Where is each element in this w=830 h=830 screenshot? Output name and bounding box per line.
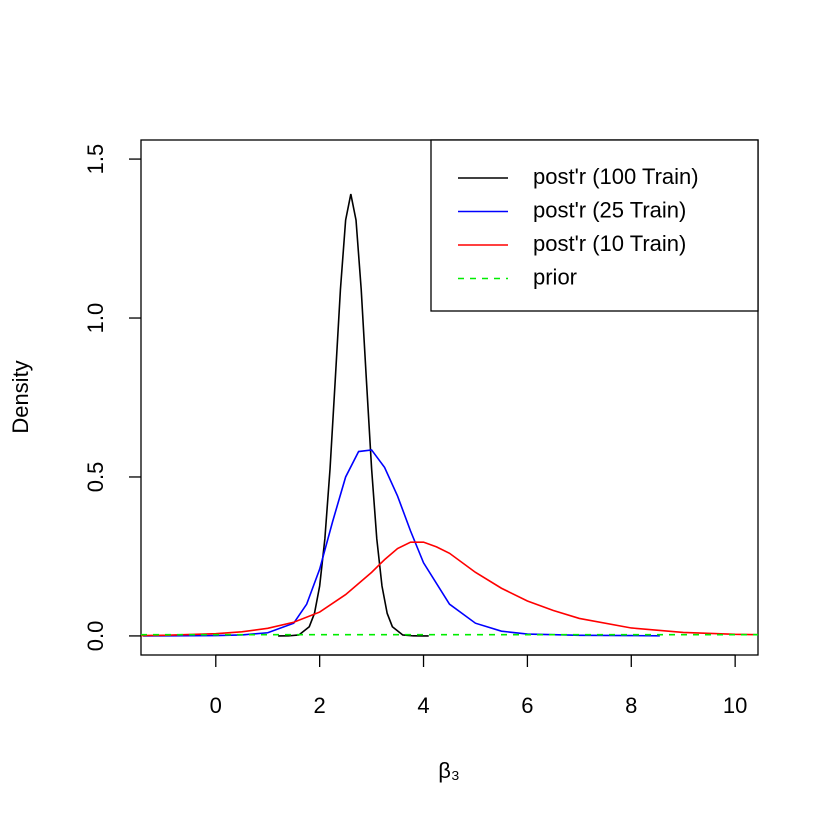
x-tick-label: 8 [625, 693, 637, 718]
x-tick-label: 10 [723, 693, 747, 718]
y-tick-label: 1.5 [83, 144, 108, 175]
series-line [278, 193, 429, 637]
legend-label: post'r (25 Train) [533, 197, 686, 222]
x-tick-label: 6 [521, 693, 533, 718]
x-tick-label: 0 [210, 693, 222, 718]
x-tick-label: 2 [314, 693, 326, 718]
y-axis-label: Density [8, 360, 33, 433]
x-axis-label: β₃ [438, 758, 460, 783]
series-line [140, 541, 759, 637]
series-line [143, 449, 660, 637]
legend-label: post'r (100 Train) [533, 164, 699, 189]
y-tick-label: 0.0 [83, 621, 108, 652]
legend-label: post'r (10 Train) [533, 231, 686, 256]
legend-box [430, 139, 759, 312]
x-tick-label: 4 [417, 693, 429, 718]
legend-label: prior [533, 264, 577, 289]
y-tick-label: 1.0 [83, 303, 108, 334]
y-tick-label: 0.5 [83, 462, 108, 493]
